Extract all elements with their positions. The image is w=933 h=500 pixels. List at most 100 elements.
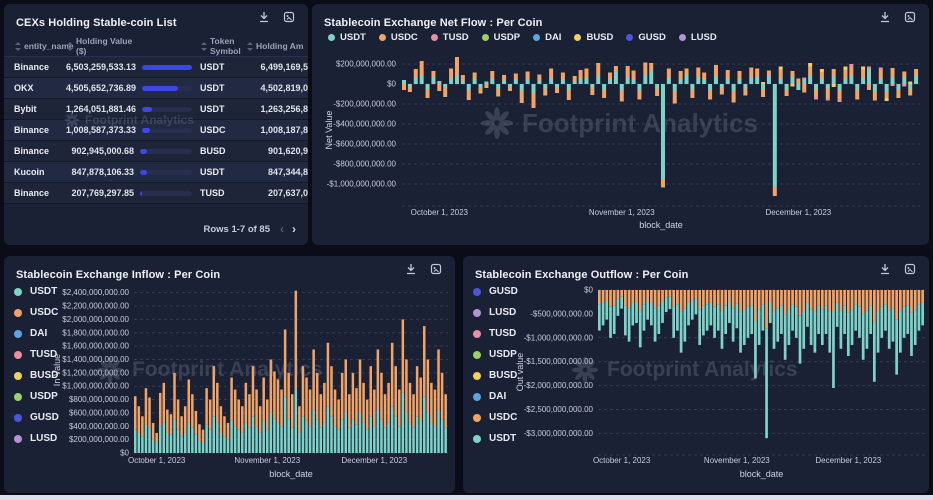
svg-text:$1,000,000,000.00: $1,000,000,000.00 [62, 382, 129, 391]
legend-item-usdc[interactable]: USDC [378, 32, 418, 43]
legend-dot [14, 413, 22, 422]
svg-text:$1,600,000,000.00: $1,600,000,000.00 [62, 342, 129, 351]
column-header-holding-value[interactable]: Holding Value ($) [66, 36, 194, 56]
legend-dot [473, 329, 481, 338]
table-row[interactable]: Binance 1,008,587,373.33 USDC 1,008,187,8 [4, 120, 308, 141]
holding-value-cell: 1,264,051,881.46 [66, 104, 194, 114]
download-icon[interactable] [258, 11, 270, 23]
legend-item-usdp[interactable]: USDP [14, 391, 59, 402]
legend-dot [473, 287, 481, 296]
legend-item-tusd[interactable]: TUSD [473, 328, 518, 339]
legend-dot [14, 434, 22, 443]
entity-cell: Kucoin [14, 167, 45, 177]
holding-value-bar [140, 148, 192, 154]
legend-dot [473, 434, 481, 443]
table-row[interactable]: Binance 6,503,259,533.13 USDT 6,499,169,5 [4, 57, 308, 78]
screenshot-icon[interactable] [430, 263, 442, 275]
svg-text:October 1, 2023: October 1, 2023 [593, 456, 651, 465]
screenshot-icon[interactable] [283, 11, 295, 23]
entity-cell: Binance [14, 188, 50, 198]
legend-dot [14, 329, 22, 338]
legend-dot [678, 34, 686, 41]
table-row[interactable]: Kucoin 847,878,106.33 USDT 847,344,8 [4, 162, 308, 183]
column-header-entity[interactable]: entity_name [4, 41, 74, 51]
legend-item-tusd[interactable]: TUSD [430, 32, 469, 43]
pagination-next-button[interactable]: › [292, 222, 296, 236]
svg-text:-$600,000,000.00: -$600,000,000.00 [333, 140, 396, 149]
amount-cell: 6,499,169,5 [260, 62, 308, 72]
svg-text:-$1,500,000,000.00: -$1,500,000,000.00 [524, 357, 594, 366]
legend-item-usdc[interactable]: USDC [473, 412, 518, 423]
svg-text:block_date: block_date [639, 220, 683, 230]
sort-icon[interactable] [246, 41, 253, 51]
legend-item-dai[interactable]: DAI [473, 391, 518, 402]
download-icon[interactable] [879, 11, 891, 23]
chart-legend: USDT USDC TUSD USDP DAI BUSD GUSD LUSD [328, 32, 717, 43]
table-row[interactable]: Bybit 1,264,051,881.46 USDT 1,263,256,8 [4, 99, 308, 120]
table-row[interactable]: Binance 902,945,000.68 BUSD 901,620,9 [4, 141, 308, 162]
holding-value-cell: 4,505,652,736.89 [66, 83, 194, 93]
pagination-prev-button[interactable]: ‹ [280, 222, 284, 236]
legend-item-gusd[interactable]: GUSD [14, 412, 59, 423]
panel-title: Stablecoin Exchange Net Flow : Per Coin [324, 17, 543, 29]
holding-value-bar [140, 169, 192, 175]
svg-text:Net Value: Net Value [324, 111, 334, 150]
legend-item-busd[interactable]: BUSD [574, 32, 613, 43]
column-header-holding-amount[interactable]: Holding Am [246, 41, 308, 51]
legend-item-busd[interactable]: BUSD [14, 370, 59, 381]
page-bottom-edge [0, 495, 933, 500]
svg-text:$400,000,000.00: $400,000,000.00 [69, 422, 130, 431]
download-icon[interactable] [879, 263, 891, 275]
panel-netflow-chart: Stablecoin Exchange Net Flow : Per Coin … [312, 4, 929, 245]
legend-item-gusd[interactable]: GUSD [473, 286, 518, 297]
legend-item-lusd[interactable]: LUSD [473, 307, 518, 318]
sort-icon[interactable] [66, 41, 73, 51]
download-icon[interactable] [405, 263, 417, 275]
amount-cell: 901,620,9 [267, 146, 308, 156]
holding-value-bar [142, 64, 192, 70]
legend-item-dai[interactable]: DAI [14, 328, 59, 339]
entity-cell: Binance [14, 125, 50, 135]
legend-dot [574, 34, 582, 41]
legend-item-usdt[interactable]: USDT [14, 286, 59, 297]
svg-text:-$2,500,000,000.00: -$2,500,000,000.00 [524, 405, 594, 414]
legend-dot [14, 371, 22, 380]
legend-item-gusd[interactable]: GUSD [626, 32, 666, 43]
sort-icon[interactable] [14, 41, 21, 51]
legend-dot [481, 34, 489, 41]
svg-text:-$3,000,000,000.00: -$3,000,000,000.00 [524, 429, 594, 438]
holding-value-cell: 1,008,587,373.33 [66, 125, 194, 135]
legend-item-tusd[interactable]: TUSD [14, 349, 59, 360]
svg-text:$0: $0 [387, 80, 396, 89]
legend-dot [473, 392, 481, 401]
screenshot-icon[interactable] [904, 11, 916, 23]
holding-value-cell: 207,769,297.85 [66, 188, 194, 198]
amount-cell: 1,008,187,8 [260, 125, 308, 135]
panel-inflow-chart: Stablecoin Exchange Inflow : Per Coin US… [4, 256, 455, 493]
legend-item-lusd[interactable]: LUSD [678, 32, 717, 43]
holding-value-bar [142, 85, 192, 91]
column-header-token[interactable]: Token Symbol [194, 36, 246, 56]
legend-item-dai[interactable]: DAI [533, 32, 561, 43]
legend-item-usdc[interactable]: USDC [14, 307, 59, 318]
legend-item-busd[interactable]: BUSD [473, 370, 518, 381]
legend-item-usdt[interactable]: USDT [328, 32, 366, 43]
svg-text:-$800,000,000.00: -$800,000,000.00 [333, 160, 396, 169]
screenshot-icon[interactable] [904, 263, 916, 275]
panel-title: CEXs Holding Stable-coin List [16, 17, 177, 29]
table-row[interactable]: Binance 207,769,297.85 TUSD 207,637,0 [4, 183, 308, 204]
table-row[interactable]: OKX 4,505,652,736.89 USDT 4,502,819,0 [4, 78, 308, 99]
svg-text:$800,000,000.00: $800,000,000.00 [69, 395, 130, 404]
svg-text:-$1,000,000,000.00: -$1,000,000,000.00 [327, 180, 397, 189]
legend-item-usdp[interactable]: USDP [473, 349, 518, 360]
svg-text:$200,000,000.00: $200,000,000.00 [336, 60, 397, 69]
legend-item-usdp[interactable]: USDP [481, 32, 520, 43]
legend-item-usdt[interactable]: USDT [473, 433, 518, 444]
legend-dot [473, 350, 481, 359]
legend-dot [430, 34, 438, 41]
chart-legend: USDT USDC DAI TUSD BUSD USDP GUSD LUSD [14, 286, 59, 444]
sort-icon[interactable] [200, 41, 207, 51]
svg-text:$0: $0 [120, 449, 129, 458]
legend-dot [533, 34, 541, 41]
legend-item-lusd[interactable]: LUSD [14, 433, 59, 444]
